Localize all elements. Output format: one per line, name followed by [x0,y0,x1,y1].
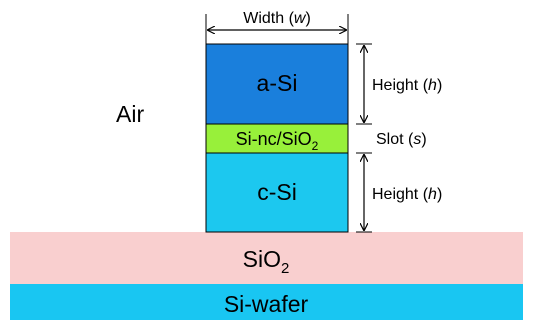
a-si-core [205,43,349,125]
sio2-cladding-layer [10,232,523,284]
slot-label: Si-nc/SiO2 [236,129,319,153]
height-bottom-label: Height (h) [372,186,442,203]
height-top-label: Height (h) [372,77,442,94]
si-wafer-label: Si-wafer [224,291,309,317]
a-si-label: a-Si [257,70,298,96]
si-wafer-layer [10,284,523,320]
width-label: Width (w) [243,10,311,27]
c-si-core [205,152,349,233]
c-si-label: c-Si [257,179,297,205]
sio2-cladding-label: SiO2 [243,246,290,277]
air-label: Air [116,101,144,127]
slot-dimension-label: Slot (s) [376,131,427,148]
